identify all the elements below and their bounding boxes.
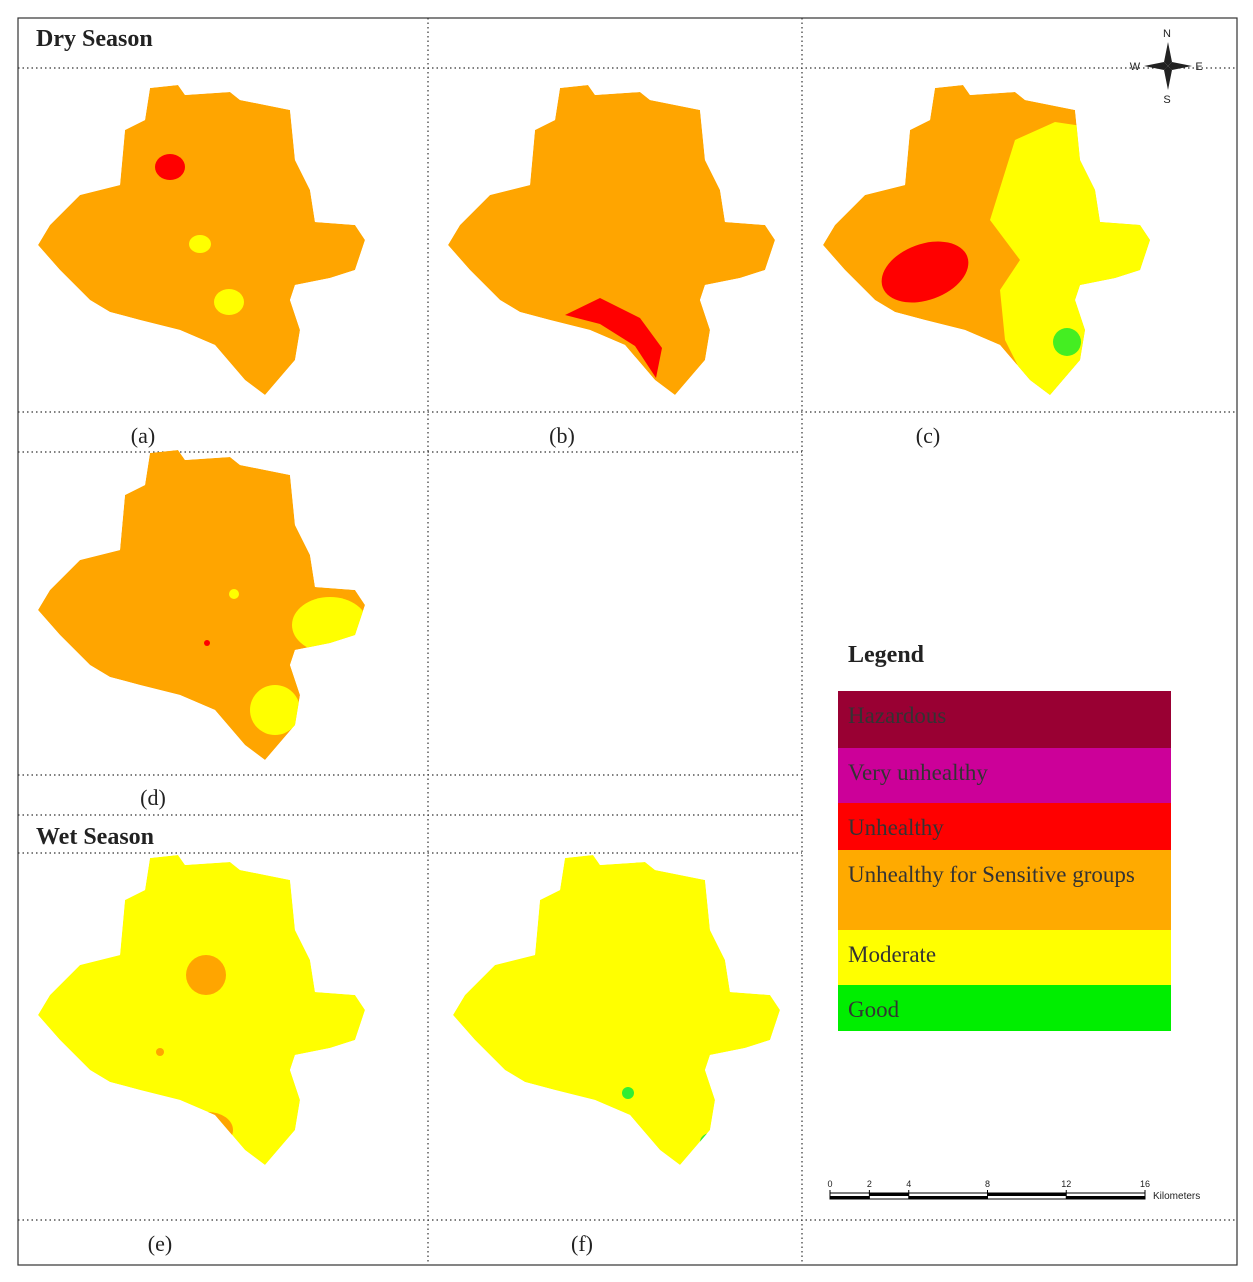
map-b xyxy=(448,85,775,395)
legend-item: Hazardous xyxy=(838,691,1171,748)
scale-label: 2 xyxy=(867,1179,872,1189)
panel-label: (a) xyxy=(131,423,155,448)
compass-label: W xyxy=(1130,61,1141,73)
scale-label: 4 xyxy=(906,1179,911,1189)
panel-label: (f) xyxy=(571,1231,593,1256)
legend-item: Unhealthy for Sensitive groups xyxy=(838,850,1171,930)
compass: N S W E xyxy=(1130,28,1203,106)
panel-label: (d) xyxy=(140,785,166,810)
scale-label: 16 xyxy=(1140,1179,1150,1189)
legend-item: Moderate xyxy=(838,930,1171,985)
legend-item: Unhealthy xyxy=(838,803,1171,850)
frame xyxy=(17,17,1238,1266)
compass-label: S xyxy=(1163,94,1170,106)
map-e xyxy=(38,855,365,1165)
scale-label: 12 xyxy=(1061,1179,1071,1189)
scale-segment xyxy=(869,1193,909,1196)
map-a xyxy=(38,85,365,395)
legend-item: Very unhealthy xyxy=(838,748,1171,803)
legend-title: Legend xyxy=(848,642,925,668)
scale-segment xyxy=(987,1193,1067,1196)
section-title: Dry Season xyxy=(36,26,153,52)
legend-item: Good xyxy=(838,985,1171,1031)
panel-label: (c) xyxy=(916,423,940,448)
scale-segment xyxy=(1066,1196,1145,1199)
legend: Hazardous Very unhealthy Unhealthy Unhealth… xyxy=(838,691,1171,1031)
compass-label: E xyxy=(1195,61,1202,73)
map-c xyxy=(823,85,1150,395)
panel-label: (e) xyxy=(148,1231,172,1256)
scale-label: 8 xyxy=(985,1179,990,1189)
map-d xyxy=(38,450,365,760)
scale-segment xyxy=(908,1196,988,1199)
scale-unit: Kilometers xyxy=(1153,1191,1200,1202)
compass-label: N xyxy=(1163,28,1171,40)
grid xyxy=(18,18,1237,1265)
panel-label: (b) xyxy=(549,423,575,448)
scale-label: 0 xyxy=(827,1179,832,1189)
section-title: Wet Season xyxy=(36,824,154,850)
scale-segment xyxy=(830,1196,870,1199)
map-f xyxy=(453,855,780,1165)
